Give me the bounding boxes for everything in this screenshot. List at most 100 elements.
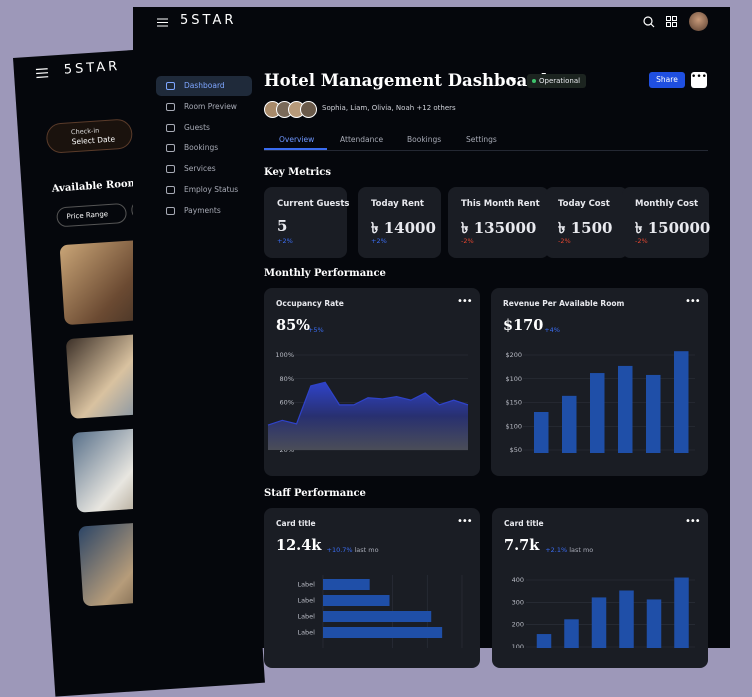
bar: [646, 374, 661, 453]
brand: 5STAR: [180, 13, 237, 28]
tab-divider: [264, 150, 708, 151]
menu-icon[interactable]: [35, 68, 49, 79]
line: [267, 381, 469, 426]
y-tick-label: 80%: [280, 375, 294, 383]
charts-layer: 100%80%60%40%20%$200$100$150$100$50Label…: [267, 351, 695, 648]
y-tick-label: 60%: [280, 399, 294, 407]
nav-item[interactable]: Services: [156, 159, 252, 179]
nav-icon: [166, 82, 175, 90]
section-title: Monthly Performance: [264, 268, 386, 279]
chart-change: +5%: [307, 326, 324, 334]
chart-title: Revenue Per Available Room: [503, 299, 625, 308]
more-button[interactable]: •••: [457, 296, 473, 307]
tab[interactable]: Attendance: [340, 135, 384, 144]
more-button[interactable]: •••: [685, 296, 701, 307]
metric-change: -2%: [635, 237, 648, 245]
metric-value: ৳ 150000: [635, 219, 711, 237]
metric-card: [448, 187, 549, 258]
y-tick-label: $100: [505, 422, 522, 430]
tab-indicator: [264, 148, 327, 150]
y-tick-label: $50: [510, 446, 522, 454]
metric-value: ৳ 14000: [371, 219, 436, 237]
y-tick-label: $150: [505, 399, 522, 407]
bar: [323, 611, 432, 622]
chart-title: Card title: [504, 519, 544, 528]
bar: [674, 351, 689, 453]
nav-item[interactable]: Guests: [156, 118, 252, 138]
nav-icon: [166, 165, 175, 174]
section-title: Staff Performance: [264, 488, 366, 499]
status-text: Operational: [539, 77, 581, 85]
y-tick-label: 200: [512, 621, 524, 629]
metric-label: Today Cost: [558, 199, 610, 209]
chart-title: Occupancy Rate: [276, 299, 344, 308]
chart-note: last mo: [354, 546, 379, 554]
chart-card: [264, 508, 480, 668]
y-tick-label: Label: [297, 597, 315, 605]
tab[interactable]: Overview: [279, 135, 315, 144]
apps-icon[interactable]: [666, 16, 677, 27]
bar: [323, 595, 390, 606]
chart-title: Card title: [276, 519, 316, 528]
chart-change: +10.7%: [326, 546, 353, 554]
metric-label: Current Guests: [277, 199, 350, 209]
bar: [562, 395, 577, 453]
tab[interactable]: Settings: [466, 135, 497, 144]
nav-item[interactable]: Bookings: [156, 138, 252, 158]
status-badge: Operational: [527, 74, 587, 88]
metric-change: -2%: [558, 237, 571, 245]
nav-icon: [166, 123, 175, 132]
metric-value: 5: [277, 217, 288, 235]
avatar-group: [264, 101, 318, 118]
metric-change: +2%: [277, 237, 293, 245]
tab[interactable]: Bookings: [407, 135, 442, 144]
nav-item[interactable]: Room Preview: [156, 97, 252, 117]
metric-card: [264, 187, 347, 258]
bar: [590, 373, 605, 453]
avatar[interactable]: [689, 12, 708, 31]
y-tick-label: 400: [512, 576, 524, 584]
more-button[interactable]: •••: [691, 72, 707, 88]
bar: [323, 627, 443, 638]
more-button[interactable]: •••: [457, 516, 473, 527]
metric-card: [622, 187, 709, 258]
metric-change: -2%: [461, 237, 474, 245]
nav-icon: [166, 102, 175, 111]
menu-icon[interactable]: [157, 18, 168, 27]
area: [268, 382, 468, 450]
bar: [534, 412, 549, 453]
metric-value: ৳ 1500: [558, 219, 613, 237]
bar: [591, 597, 607, 648]
mobile-panel: 5STAR Check-in Select Date Available Roo…: [13, 44, 265, 697]
metric-label: Today Rent: [371, 199, 424, 209]
nav-icon: [166, 186, 175, 194]
chart-value: 85%: [276, 317, 310, 334]
search-icon[interactable]: [643, 16, 655, 28]
chart-change: +4%: [544, 326, 560, 334]
bar: [564, 619, 579, 648]
nav-icon: [166, 206, 175, 215]
chart-value: 12.4k: [276, 537, 322, 554]
metric-card: [545, 187, 628, 258]
users-text: Sophia, Liam, Olivia, Noah +12 others: [322, 104, 456, 112]
bar: [618, 365, 633, 453]
metric-change: +2%: [371, 237, 387, 245]
nav-icon: [166, 144, 175, 153]
chart-change: +2.1%: [545, 546, 568, 554]
nav-item[interactable]: Employ Status: [156, 180, 252, 200]
bar: [536, 634, 552, 648]
caret[interactable]: [509, 78, 516, 83]
page-title: Hotel Management Dashboard: [264, 71, 548, 90]
share-button[interactable]: Share: [649, 72, 685, 88]
metric-card: [358, 187, 441, 258]
nav-item[interactable]: Payments: [156, 201, 252, 221]
more-button[interactable]: •••: [685, 516, 701, 527]
page: 5STAR Check-in Select Date Available Roo…: [13, 7, 730, 697]
y-tick-label: 300: [512, 598, 524, 606]
dashboard: 5STAR Hotel Management Dashboard Operati…: [133, 7, 730, 668]
bar: [619, 590, 634, 648]
nav-item[interactable]: Dashboard: [156, 76, 252, 96]
bar: [323, 579, 370, 590]
metric-label: Monthly Cost: [635, 199, 699, 209]
y-tick-label: $200: [505, 351, 522, 359]
